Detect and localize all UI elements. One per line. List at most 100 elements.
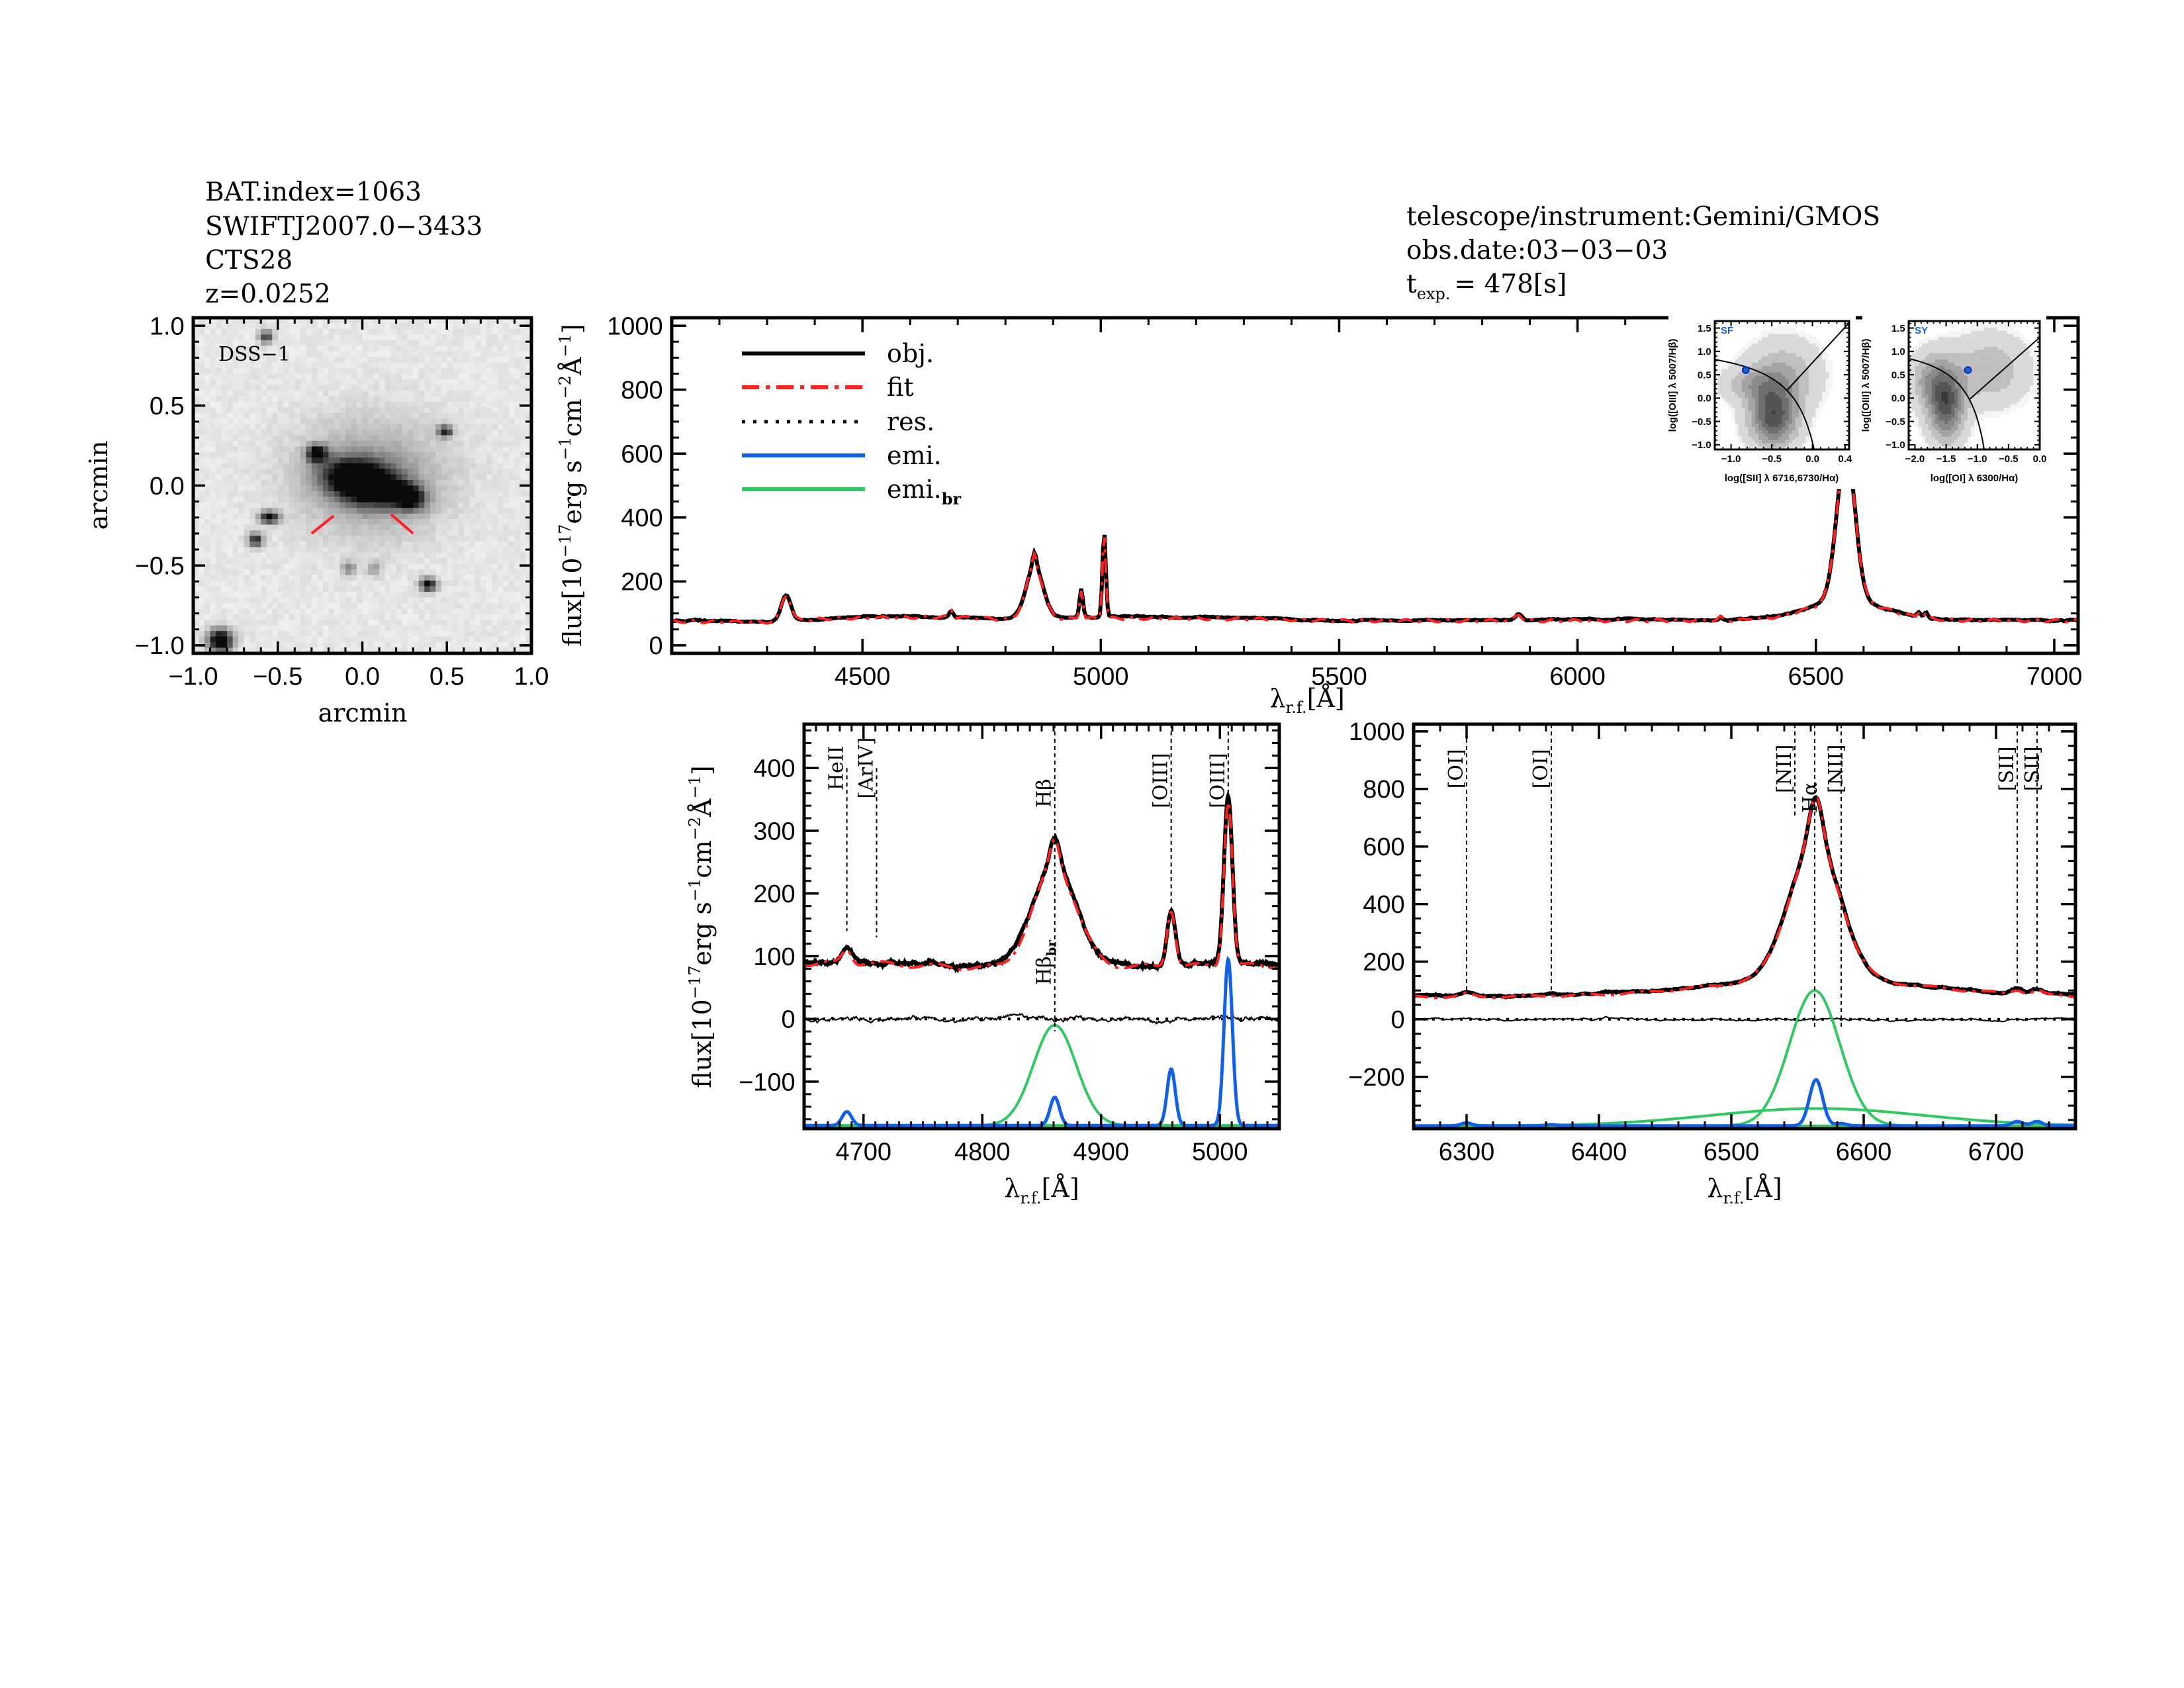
image-pixel [390, 418, 397, 425]
image-pixel [424, 351, 431, 357]
image-pixel [357, 430, 363, 436]
image-pixel [430, 597, 436, 604]
image-pixel [492, 474, 498, 481]
image-pixel [486, 480, 492, 486]
density-cell [1788, 330, 1793, 334]
image-pixel [362, 418, 369, 425]
density-cell [1768, 385, 1772, 389]
image-pixel [362, 385, 369, 391]
image-pixel [402, 430, 408, 436]
image-pixel [345, 519, 352, 526]
image-pixel [385, 608, 391, 615]
image-pixel [475, 597, 481, 604]
image-pixel [520, 373, 527, 380]
image-pixel [492, 608, 498, 615]
image-pixel [418, 440, 425, 447]
image-pixel [469, 373, 476, 380]
image-pixel [503, 463, 510, 469]
image-pixel [520, 530, 527, 537]
image-pixel [334, 536, 340, 542]
density-cell [1772, 330, 1776, 334]
image-pixel [216, 581, 222, 587]
image-pixel [272, 368, 279, 374]
image-pixel [216, 642, 222, 649]
image-pixel [317, 385, 324, 391]
image-pixel [452, 524, 459, 531]
image-pixel [514, 586, 521, 592]
density-cell [1782, 369, 1786, 373]
image-pixel [475, 647, 481, 654]
image-pixel [272, 603, 279, 609]
bpt-sii-y-label: log([OIII] λ 5007/Hβ) [1667, 339, 1678, 432]
image-pixel [452, 581, 459, 587]
image-pixel [452, 446, 459, 453]
image-pixel [250, 625, 256, 632]
image-pixel [266, 351, 273, 357]
image-pixel [193, 318, 200, 324]
image-pixel [311, 334, 318, 341]
image-pixel [362, 446, 369, 453]
image-pixel [435, 614, 442, 620]
image-pixel [216, 440, 222, 447]
image-pixel [340, 631, 346, 637]
image-pixel [345, 424, 352, 430]
image-pixel [311, 502, 318, 508]
image-pixel [418, 412, 425, 419]
image-pixel [463, 586, 470, 592]
image-pixel [379, 547, 386, 553]
density-cell [1775, 395, 1779, 399]
density-cell [1738, 363, 1743, 367]
image-pixel [261, 379, 267, 385]
image-pixel [227, 558, 234, 565]
image-pixel [486, 407, 492, 414]
image-pixel [430, 396, 436, 402]
image-pixel [283, 451, 290, 458]
image-pixel [199, 508, 205, 514]
image-pixel [306, 491, 312, 497]
image-pixel [447, 491, 453, 497]
image-pixel [255, 474, 261, 481]
image-pixel [379, 608, 386, 615]
image-pixel [520, 385, 527, 391]
image-pixel [441, 575, 447, 581]
density-cell [1819, 372, 1823, 376]
image-pixel [385, 474, 391, 481]
density-cell [1805, 350, 1809, 353]
image-pixel [205, 647, 211, 654]
image-pixel [503, 407, 510, 414]
image-pixel [452, 502, 459, 508]
image-pixel [396, 547, 402, 553]
density-cell [1785, 350, 1790, 353]
image-pixel [311, 563, 318, 570]
image-pixel [503, 323, 510, 330]
image-pixel [497, 636, 504, 643]
image-pixel [373, 396, 380, 402]
image-pixel [514, 614, 521, 620]
image-pixel [255, 614, 261, 620]
image-pixel [328, 435, 335, 442]
image-pixel [210, 502, 216, 508]
image-pixel [407, 608, 414, 615]
image-pixel [306, 469, 312, 475]
image-pixel [503, 485, 510, 492]
image-pixel [396, 451, 402, 458]
image-pixel [525, 575, 532, 581]
texp-value: = 478[s] [1454, 269, 1567, 299]
image-pixel [266, 508, 273, 514]
image-pixel [205, 474, 211, 481]
density-cell [1805, 385, 1809, 389]
image-pixel [492, 642, 498, 649]
image-pixel [340, 407, 346, 414]
line-label: [ArIV] [854, 737, 878, 799]
image-pixel [413, 379, 420, 385]
image-pixel [458, 625, 465, 632]
image-pixel [250, 636, 256, 643]
image-pixel [362, 496, 369, 503]
image-pixel [244, 642, 250, 649]
image-pixel [205, 536, 211, 542]
line-label: Hβ [1033, 778, 1056, 808]
density-cell [1785, 337, 1790, 341]
image-pixel [250, 368, 256, 374]
image-pixel [503, 373, 510, 380]
image-pixel [463, 430, 470, 436]
